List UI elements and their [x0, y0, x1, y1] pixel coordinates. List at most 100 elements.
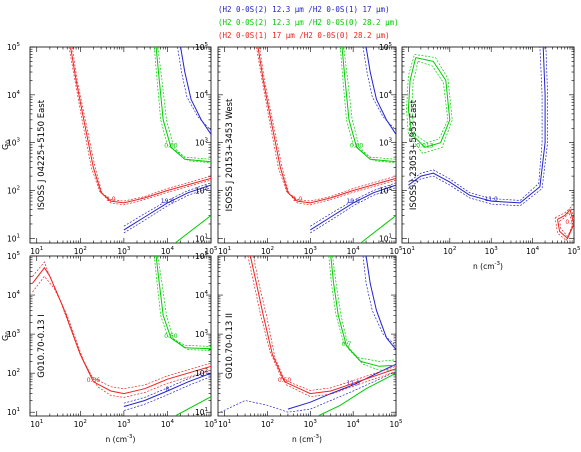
contour-label: 0.013 — [416, 142, 433, 149]
series-line-3-upper — [554, 206, 574, 242]
panel-label: G010.70-0.13 I — [37, 314, 47, 378]
x-axis-label-close: ) — [500, 262, 503, 271]
x-tick-label: 101 — [218, 419, 231, 429]
y-tick-exponent: 1 — [389, 233, 393, 239]
y-tick-exponent: 1 — [17, 233, 21, 239]
y-tick-exponent: 4 — [205, 90, 209, 96]
series-line-2-low_segment — [317, 372, 396, 416]
series-line-3-main — [557, 208, 574, 240]
x-tick-exponent: 3 — [313, 246, 317, 252]
y-tick-exponent: 4 — [17, 290, 21, 296]
y-tick-label: 105 — [195, 42, 209, 52]
y-tick-exponent: 2 — [205, 186, 209, 192]
series-line-1-upper — [123, 182, 211, 227]
series-line-1-upper — [123, 369, 211, 404]
y-tick-exponent: 5 — [205, 42, 209, 48]
x-tick-label: 103 — [304, 419, 318, 429]
series-group: 19.0 0.60 1.0 — [256, 47, 396, 243]
contour-label: 19.0 — [346, 198, 360, 205]
series-line-2-lower — [411, 61, 449, 144]
series-group: 11.0 0.013 0.058 — [406, 47, 574, 242]
y-tick-exponent: 2 — [389, 186, 393, 192]
series-line-2-lower — [157, 256, 211, 351]
series-line-2-low_segment — [174, 215, 211, 243]
series-line-3-lower — [253, 256, 396, 398]
series-line-3-lower — [32, 275, 211, 398]
x-tick-exponent: 3 — [494, 246, 498, 252]
x-tick-label: 103 — [117, 419, 131, 429]
series-line-3-upper — [256, 47, 396, 202]
y-tick-label: 104 — [195, 90, 209, 100]
x-tick-exponent: 4 — [170, 246, 174, 252]
x-tick-exponent: 4 — [536, 246, 540, 252]
x-tick-label: 105 — [567, 246, 581, 256]
x-axis-label-close: ) — [133, 435, 136, 444]
y-tick-label: 102 — [195, 186, 208, 196]
series-line-1-main — [123, 372, 211, 407]
x-axis-label-close: ) — [319, 435, 322, 444]
y-tick-exponent: 5 — [205, 251, 209, 257]
y-tick-label: 102 — [7, 368, 20, 378]
y-tick-label: 103 — [7, 329, 21, 339]
y-tick-exponent: 2 — [205, 368, 209, 374]
y-tick-label: 105 — [7, 251, 21, 261]
x-tick-exponent: 4 — [356, 419, 360, 425]
x-tick-exponent: 2 — [271, 419, 275, 425]
panel-frame — [29, 255, 212, 417]
series-line-1-upper_branch_dashed — [362, 256, 396, 347]
x-tick-label: 101 — [30, 246, 43, 256]
x-tick-exponent: 5 — [399, 246, 403, 252]
x-tick-label: 105 — [389, 246, 403, 256]
legend-entry-3: (H2 0-0S(1) 17 μm /H2 0-0S(0) 28.2 μm) — [218, 31, 390, 40]
x-axis-label: n (cm-3) — [473, 261, 503, 271]
y-tick-label: 101 — [7, 407, 20, 417]
contour-label: 0.60 — [164, 142, 178, 149]
y-tick-exponent: 2 — [17, 368, 21, 374]
panel-label: G010.70-0.13 II — [225, 313, 235, 379]
series-line-2-lower — [332, 256, 396, 371]
x-tick-exponent: 3 — [127, 246, 131, 252]
x-tick-label: 104 — [161, 246, 175, 256]
x-tick-label: 102 — [443, 246, 456, 256]
x-tick-label: 102 — [74, 419, 87, 429]
contour-label: 1.0 — [293, 196, 303, 203]
x-tick-label: 102 — [261, 419, 274, 429]
y-tick-label: 102 — [379, 186, 392, 196]
series-line-3-lower — [259, 47, 396, 206]
series-line-1-upper_branch — [365, 256, 396, 350]
y-tick-exponent: 2 — [17, 186, 21, 192]
series-line-3-lower — [559, 211, 574, 238]
x-tick-exponent: 3 — [313, 419, 317, 425]
series-line-3-upper — [68, 47, 211, 202]
x-tick-exponent: 5 — [399, 419, 403, 425]
y-tick-label: 102 — [195, 368, 208, 378]
x-tick-label: 102 — [74, 246, 87, 256]
y-tick-label: 104 — [379, 90, 393, 100]
y-tick-label: 103 — [195, 138, 209, 148]
contour-label: 1.0 — [106, 196, 116, 203]
panel-frame — [29, 46, 212, 244]
y-tick-exponent: 4 — [17, 90, 21, 96]
x-tick-exponent: 1 — [411, 246, 415, 252]
series-group: 8 0.50 0.36 — [32, 256, 211, 416]
panel-frame — [217, 46, 397, 244]
y-tick-exponent: 5 — [389, 42, 393, 48]
x-tick-label: 103 — [304, 246, 318, 256]
x-tick-label: 104 — [526, 246, 540, 256]
series-line-1-upper_branch_dashed — [362, 47, 396, 131]
contour-label: 0.50 — [164, 333, 178, 340]
series-line-2-lower — [343, 47, 396, 164]
contour-label: 0.50 — [278, 377, 292, 384]
series-line-2-upper — [406, 54, 453, 154]
contour-label: 19.0 — [161, 198, 175, 205]
series-line-1-upper_branch — [180, 47, 211, 135]
x-axis-label: n (cm-3) — [292, 434, 322, 444]
y-tick-label: 105 — [7, 42, 21, 52]
series-line-2-upper — [339, 47, 396, 160]
y-tick-exponent: 3 — [205, 329, 209, 335]
series-line-1-upper — [408, 47, 543, 201]
series-line-2-lower — [157, 47, 211, 164]
x-tick-exponent: 2 — [453, 246, 457, 252]
